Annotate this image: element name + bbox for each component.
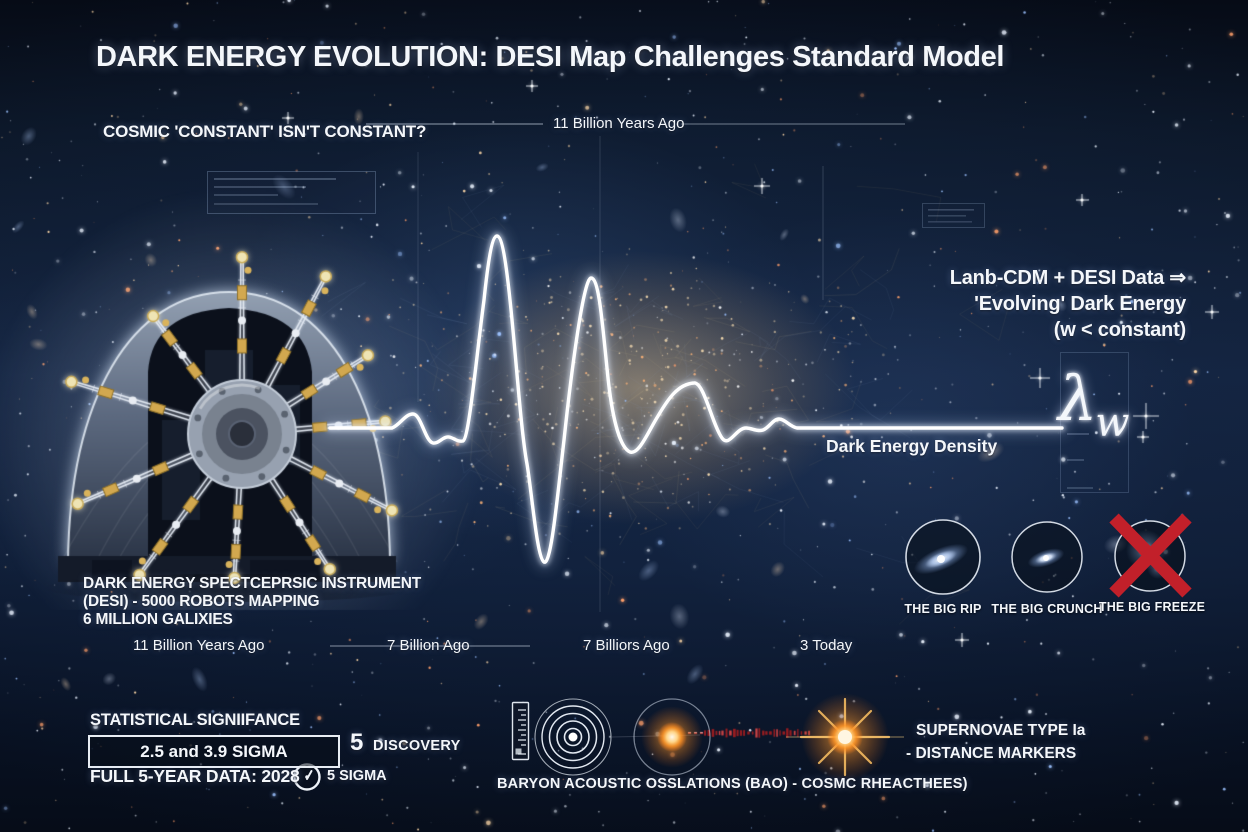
discovery-label: DISCOVERY bbox=[373, 738, 461, 754]
big-rip-label: THE BIG RIP bbox=[904, 602, 982, 616]
lambda-glyph: λ bbox=[1058, 362, 1098, 435]
desi-caption-line1: DARK ENERGY SPECTCEPRSIC INSTRUMENT bbox=[83, 575, 422, 592]
big-crunch-label: THE BIG CRUNCH bbox=[991, 602, 1103, 616]
sigma-range-value: 2.5 and 3.9 SIGMA bbox=[140, 742, 288, 761]
discovery-value: 5 bbox=[350, 729, 364, 756]
lambda-subscript: w bbox=[1095, 400, 1130, 446]
sigma-target-label: 5 SIGMA bbox=[327, 768, 387, 784]
lambda-w-symbol: λw bbox=[1058, 362, 1132, 446]
bao-caption: BARYON ACOUSTIC OSSLATIONS (BAO) - COSMC… bbox=[497, 776, 968, 792]
big-freeze-circle bbox=[1109, 513, 1192, 598]
model-annotation-line2: 'Evolving' Dark Energy bbox=[974, 293, 1186, 315]
supernovae-note: SUPERNOVAE TYPE Ia - DISTANCE MARKERS bbox=[906, 719, 1085, 765]
timeline-label-7byr-2: 7 Billiors Ago bbox=[583, 637, 670, 654]
desi-caption-line3: 6 MILLION GALIXIES bbox=[83, 611, 233, 628]
model-annotation-line1: Lanb-CDM + DESI Data ⇒ bbox=[949, 267, 1186, 289]
sigma-range-box: 2.5 and 3.9 SIGMA bbox=[88, 735, 340, 768]
hud-box bbox=[207, 171, 1129, 493]
big-freeze-label: THE BIG FREEZE bbox=[1098, 600, 1206, 614]
galaxy-icon bbox=[913, 543, 969, 575]
timeline-connector-line bbox=[330, 123, 905, 647]
supernova-glow-icon bbox=[633, 698, 711, 776]
supernovae-note-line1: SUPERNOVAE TYPE Ia bbox=[916, 722, 1086, 739]
timeline-label-today: 3 Today bbox=[800, 637, 853, 654]
timeline-label-7byr: 7 Billion Ago bbox=[387, 637, 470, 654]
full-data-label: FULL 5-YEAR DATA: 2028 bbox=[90, 766, 300, 786]
stats-heading: STATISTICAL SIGNIIFANCE bbox=[90, 711, 300, 729]
top-timeline-label: 11 Billion Years Ago bbox=[553, 115, 685, 132]
big-crunch-circle bbox=[1011, 521, 1083, 593]
cosmic-constant-question: COSMIC 'CONSTANT' ISN'T CONSTANT? bbox=[103, 122, 427, 141]
curve-label: Dark Energy Density bbox=[826, 436, 998, 456]
red-x-icon bbox=[1109, 513, 1192, 598]
desi-caption: DARK ENERGY SPECTCEPRSIC INSTRUMENT (DES… bbox=[83, 575, 421, 629]
model-annotation: Lanb-CDM + DESI Data ⇒ 'Evolving' Dark E… bbox=[950, 265, 1186, 343]
galaxy-icon bbox=[1027, 548, 1065, 568]
model-annotation-line3: (w < constant) bbox=[1053, 319, 1186, 341]
page-title: DARK ENERGY EVOLUTION: DESI Map Challeng… bbox=[96, 41, 1005, 73]
supernovae-note-line2: - DISTANCE MARKERS bbox=[906, 745, 1077, 762]
big-rip-circle bbox=[905, 519, 981, 595]
supernova-burst-icon bbox=[786, 693, 904, 781]
desi-caption-line2: (DESI) - 5000 ROBOTS MAPPING bbox=[83, 593, 320, 610]
dark-energy-waveform bbox=[322, 228, 1070, 570]
timeline-label-11byr: 11 Billion Years Ago bbox=[133, 637, 265, 654]
ruler-icon bbox=[511, 701, 530, 761]
